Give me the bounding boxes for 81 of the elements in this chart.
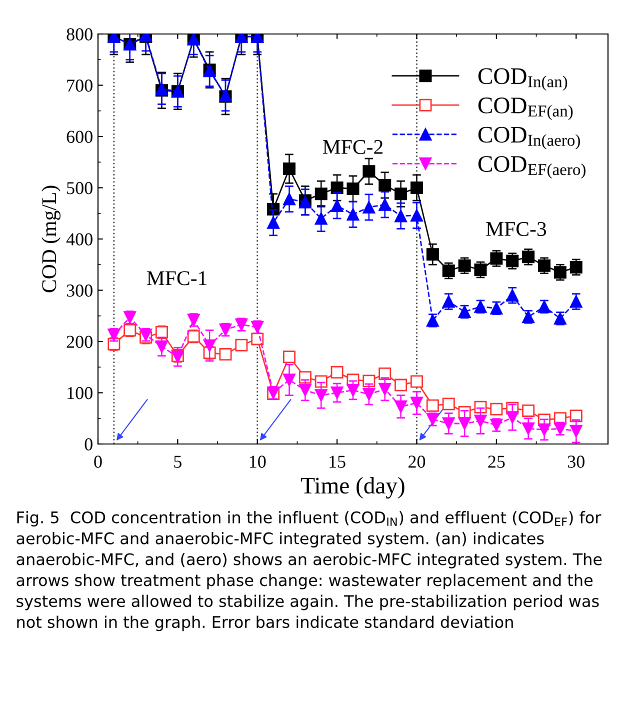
point xyxy=(538,423,550,436)
point xyxy=(346,208,360,221)
point xyxy=(458,259,471,272)
point xyxy=(362,374,376,388)
point xyxy=(378,178,392,192)
point xyxy=(442,264,455,278)
point xyxy=(538,259,550,272)
legend-label: COD$_{EF(an)}$ xyxy=(478,98,573,120)
point xyxy=(219,348,232,361)
y-tick-label: 400 xyxy=(66,233,92,246)
point xyxy=(410,396,423,410)
point xyxy=(474,414,487,428)
point xyxy=(490,402,503,416)
point xyxy=(156,340,168,353)
y-tick-label: 200 xyxy=(66,336,92,348)
point xyxy=(314,188,328,200)
point xyxy=(235,338,248,352)
point xyxy=(394,378,408,392)
point xyxy=(298,384,312,396)
point xyxy=(506,289,519,302)
point xyxy=(394,210,408,222)
y-tick-label: 700 xyxy=(67,80,92,92)
point xyxy=(458,417,471,430)
y-axis-title: COD (mg/L) xyxy=(42,186,60,292)
x-tick-label: 10 xyxy=(250,456,266,468)
y-tick-label: 800 xyxy=(66,28,92,40)
y-tick-label: 0 xyxy=(84,438,92,450)
point xyxy=(362,200,376,214)
point xyxy=(570,424,582,438)
point xyxy=(570,260,582,274)
y-tick-label: 100 xyxy=(68,387,92,400)
point xyxy=(346,182,360,196)
point xyxy=(426,248,439,261)
point xyxy=(442,417,455,430)
legend-label: COD$_{In(aero)}$ xyxy=(478,126,580,150)
point xyxy=(283,374,296,386)
point xyxy=(506,411,519,424)
point xyxy=(378,382,392,396)
point xyxy=(330,366,344,378)
point xyxy=(554,266,566,279)
point xyxy=(410,182,423,194)
point xyxy=(442,398,455,410)
point xyxy=(362,165,376,178)
point xyxy=(362,388,376,401)
point xyxy=(314,389,328,402)
legend-label: COD$_{In(an)}$ xyxy=(478,68,568,91)
y-tick-label: 300 xyxy=(66,284,92,297)
x-tick-label: 5 xyxy=(174,456,182,468)
point xyxy=(203,339,216,352)
y-tick-label: 600 xyxy=(66,130,92,143)
point xyxy=(426,399,439,412)
point xyxy=(410,209,423,222)
point xyxy=(522,404,535,417)
point xyxy=(283,350,296,364)
annotation: MFC-2 xyxy=(322,140,383,154)
text: Fig. 5 COD concentration in the influent (COD$_{IN}$) and effluent (COD$_{EF}$) for aerobic-MFC and anaerobic-MFC integrated system. (an) indicates anaerobic-MFC, and (aero) shows an aerobic-MFC integrated system. The arrows show treatment phase change: wastewater replacement and the systems were allowed to stabilize again. The pre-stabilization period was not shown in the graph. Error bars indicate standard deviation xyxy=(16,511,602,632)
point xyxy=(522,422,535,435)
point xyxy=(267,216,280,229)
x-tick-label: 20 xyxy=(408,456,426,468)
point xyxy=(410,375,423,388)
point xyxy=(346,384,360,396)
x-tick-label: 30 xyxy=(568,456,584,468)
legend-label: COD$_{EF(aero)}$ xyxy=(478,156,586,178)
point xyxy=(330,199,344,212)
point xyxy=(378,198,392,211)
y-tick-label: 500 xyxy=(67,182,92,194)
point xyxy=(330,386,344,399)
x-tick-label: 15 xyxy=(330,456,346,468)
x-tick-label: 0 xyxy=(94,456,102,468)
point xyxy=(283,162,296,176)
x-tick-label: 25 xyxy=(488,456,505,468)
annotation: MFC-3 xyxy=(486,222,546,236)
point xyxy=(283,192,296,206)
point xyxy=(394,400,408,413)
annotation: MFC-1 xyxy=(146,271,206,286)
point xyxy=(474,264,487,276)
point xyxy=(394,188,408,200)
point xyxy=(187,330,200,343)
x-axis-title: Time (day) xyxy=(301,477,404,499)
point xyxy=(330,182,344,194)
point xyxy=(314,212,328,225)
